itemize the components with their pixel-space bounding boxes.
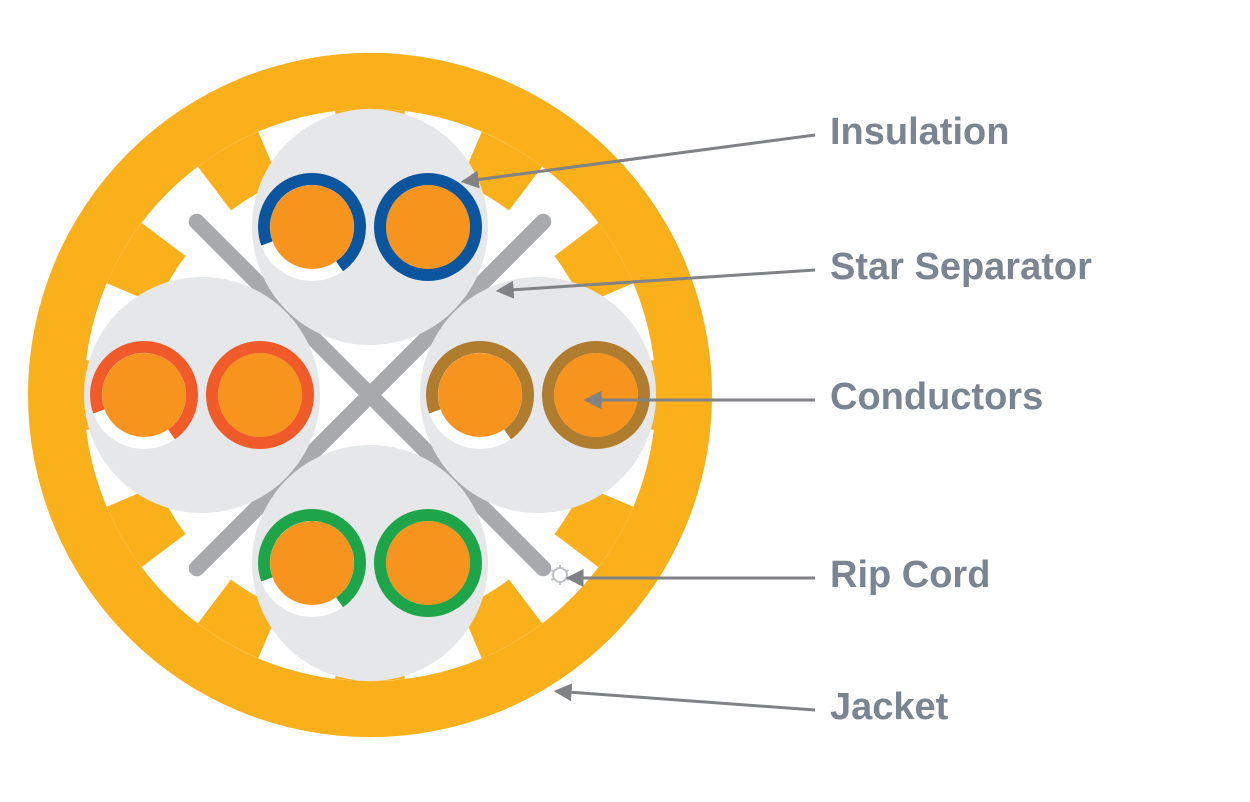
label-ripcord: Rip Cord (830, 554, 990, 597)
cable-cross-section-diagram (0, 0, 1250, 802)
rip-cord (551, 565, 568, 585)
label-insulation: Insulation (830, 111, 1009, 154)
label-conductors: Conductors (830, 376, 1043, 419)
label-separator: Star Separator (830, 246, 1092, 289)
label-jacket: Jacket (830, 686, 948, 729)
